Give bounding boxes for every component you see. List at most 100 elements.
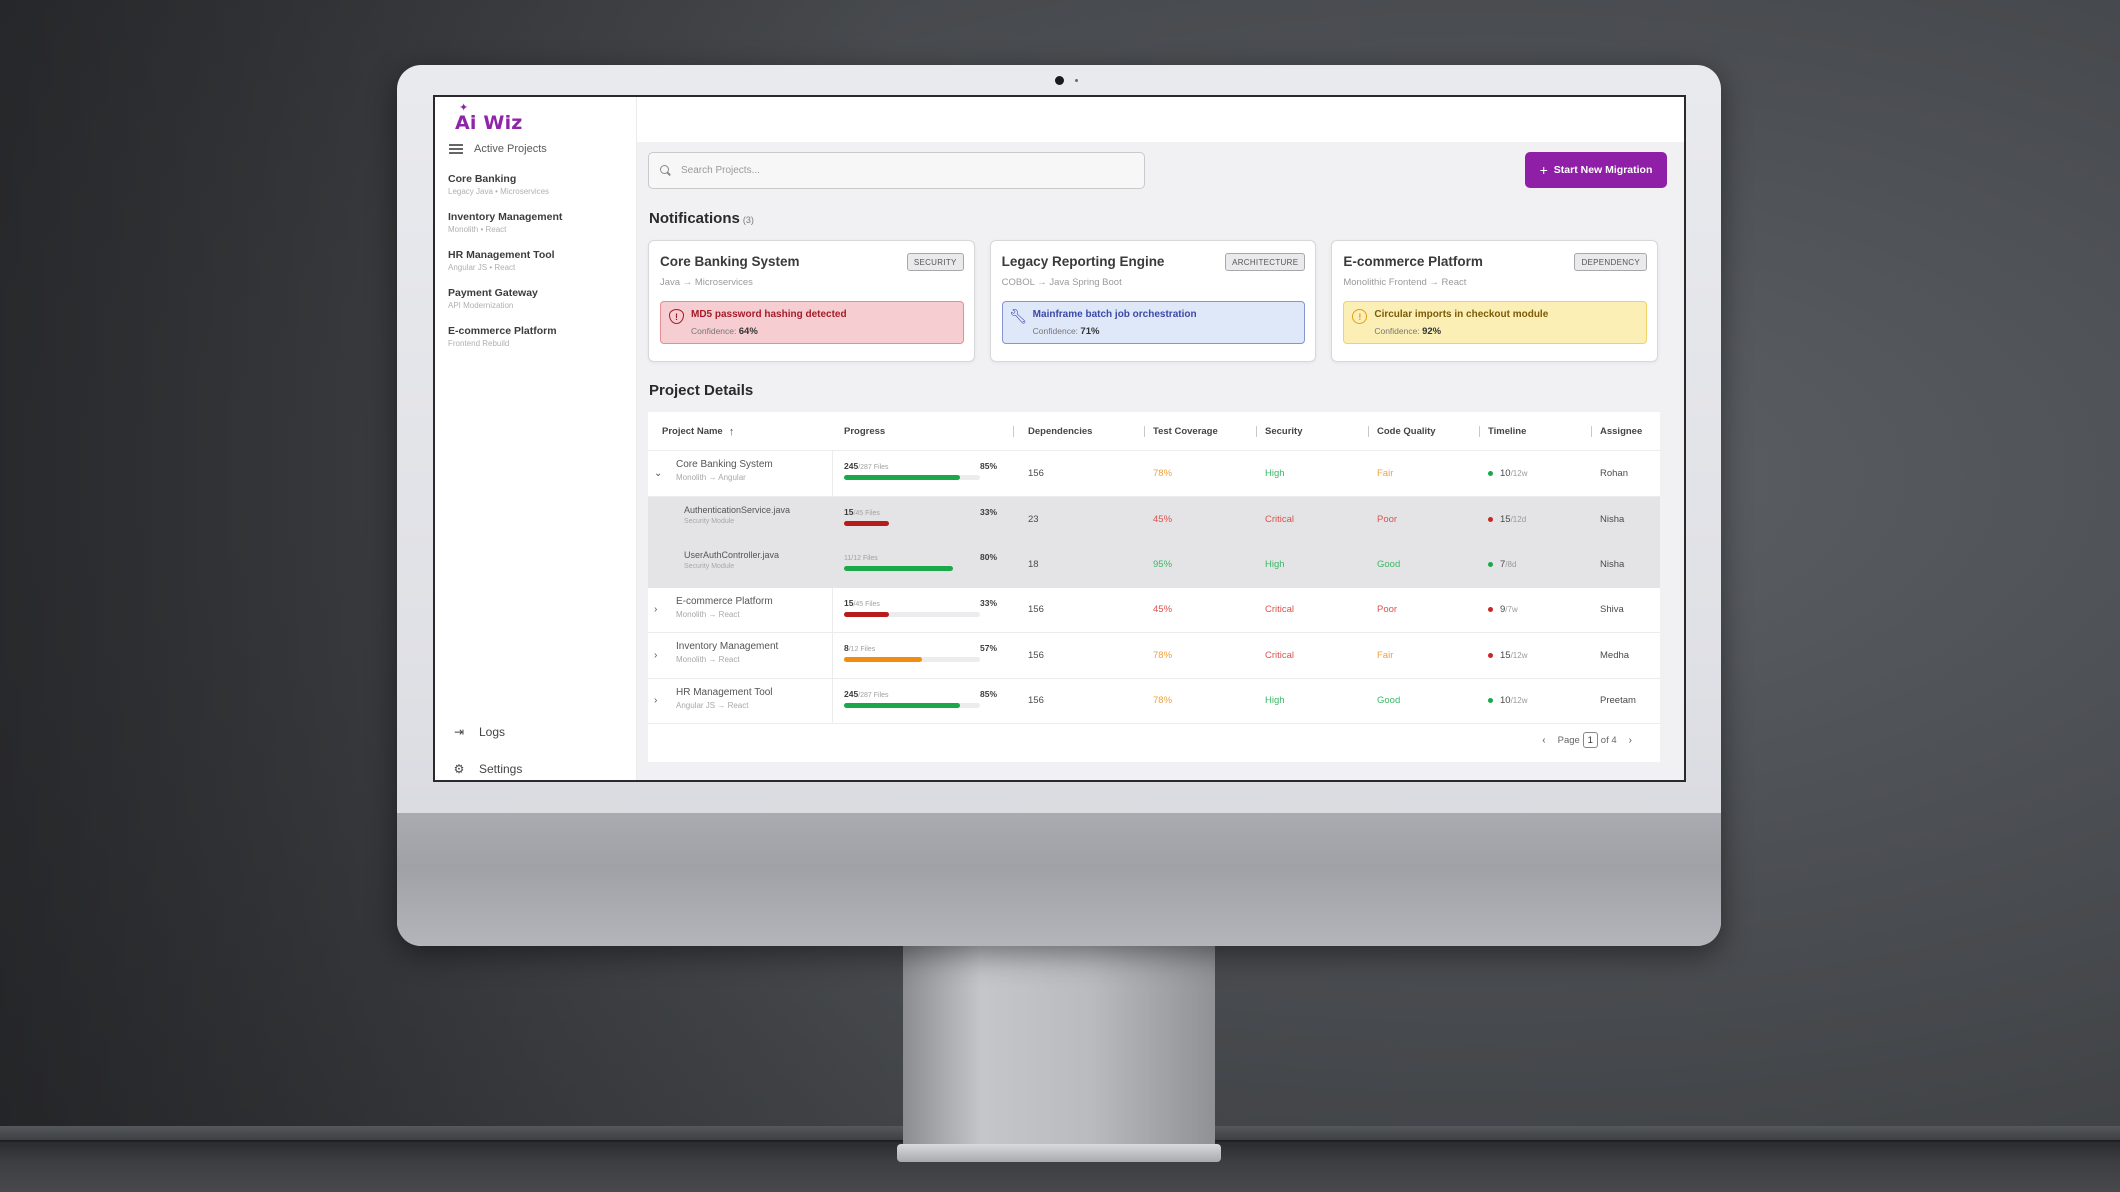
file-name-cell: UserAuthController.java Security Module: [684, 550, 780, 570]
status-dot-icon: [1488, 652, 1493, 658]
sidebar-item-label: Logs: [479, 725, 506, 739]
column-header-security[interactable]: Security: [1256, 412, 1303, 451]
assignee-cell: Shiva: [1600, 604, 1624, 616]
dependencies-cell: 156: [1028, 695, 1044, 707]
status-dot-icon: [1488, 470, 1493, 476]
status-dot-icon: [1488, 698, 1493, 704]
warning-circle-icon: !: [1352, 309, 1368, 324]
table-row[interactable]: › Inventory Management Monolith → React …: [648, 633, 1660, 679]
sidebar: ✦ Ai Wiz Active Projects Core Banking Le…: [435, 97, 637, 780]
column-header-project-name[interactable]: Project Name ↑: [662, 425, 735, 438]
sidebar-item-core-banking[interactable]: Core Banking Legacy Java • Microservices: [448, 173, 633, 211]
table-row[interactable]: › HR Management Tool Angular JS → React …: [648, 679, 1660, 724]
assignee-cell: Nisha: [1600, 513, 1625, 525]
dependencies-cell: 18: [1028, 559, 1039, 571]
status-dot-icon: [1488, 607, 1493, 613]
column-header-assignee[interactable]: Assignee: [1591, 412, 1642, 451]
card-title: E-commerce Platform: [1343, 254, 1483, 269]
chevron-right-icon[interactable]: ›: [654, 604, 658, 616]
page-number-input[interactable]: 1: [1582, 732, 1598, 748]
gear-icon: ⚙: [453, 762, 465, 776]
sidebar-item-label: Core Banking: [448, 173, 517, 185]
progress-cell: 11/12 Files 80%: [844, 552, 997, 571]
column-divider: [832, 451, 833, 724]
notification-card[interactable]: Legacy Reporting Engine COBOL → Java Spr…: [989, 240, 1317, 362]
status-dot-icon: [1488, 562, 1493, 568]
sidebar-item-inventory-management[interactable]: Inventory Management Monolith • React: [448, 211, 633, 249]
alert-confidence: Confidence: 71%: [1032, 326, 1100, 337]
sidebar-item-ecommerce-platform[interactable]: E-commerce Platform Frontend Rebuild: [448, 325, 633, 363]
sidebar-item-payment-gateway[interactable]: Payment Gateway API Modernization: [448, 287, 633, 325]
previous-page-button[interactable]: ‹: [1542, 734, 1546, 746]
progress-cell: 15/45 Files 33%: [844, 507, 997, 526]
app-name: Ai Wiz: [455, 112, 523, 134]
assignee-cell: Rohan: [1600, 467, 1628, 479]
next-page-button[interactable]: ›: [1628, 734, 1632, 746]
progress-bar: [844, 702, 980, 708]
timeline-cell: 15/12w: [1488, 650, 1527, 661]
chevron-down-icon[interactable]: ⌄: [654, 467, 663, 479]
camera-icon: [1055, 76, 1064, 85]
notifications-count: (3): [742, 215, 754, 225]
coverage-cell: 45%: [1153, 513, 1173, 525]
column-header-test-coverage[interactable]: Test Coverage: [1144, 412, 1218, 451]
dependencies-cell: 23: [1028, 513, 1039, 525]
assignee-cell: Preetam: [1600, 695, 1636, 707]
sidebar-item-settings[interactable]: ⚙ Settings: [451, 760, 523, 778]
category-badge: DEPENDENCY: [1574, 253, 1648, 271]
timeline-cell: 10/12w: [1488, 468, 1527, 479]
project-name-cell: E-commerce Platform Monolith → React: [676, 595, 773, 619]
timeline-cell: 15/12d: [1488, 514, 1526, 525]
pagination: ‹ Page 1 of 4 ›: [1530, 732, 1644, 748]
progress-cell: 8/12 Files 57%: [844, 643, 997, 662]
column-header-timeline[interactable]: Timeline: [1479, 412, 1526, 451]
column-header-dependencies[interactable]: Dependencies: [1013, 412, 1092, 451]
quality-cell: Poor: [1377, 604, 1398, 616]
security-cell: Critical: [1265, 513, 1295, 525]
chevron-right-icon[interactable]: ›: [654, 695, 658, 707]
category-badge: ARCHITECTURE: [1225, 253, 1306, 271]
sort-ascending-icon[interactable]: ↑: [728, 425, 735, 438]
table-row[interactable]: › E-commerce Platform Monolith → React 1…: [648, 588, 1660, 633]
table-header: Project Name ↑ Progress Dependencies Test…: [648, 412, 1660, 451]
search-icon: [660, 165, 671, 176]
security-cell: High: [1265, 695, 1285, 707]
search-field[interactable]: [648, 152, 1145, 189]
file-name-cell: AuthenticationService.java Security Modu…: [684, 504, 791, 525]
sidebar-item-hr-management-tool[interactable]: HR Management Tool Angular JS • React: [448, 249, 633, 287]
sidebar-item-subtitle: Monolith • React: [448, 225, 507, 234]
table-row-child[interactable]: UserAuthController.java Security Module …: [648, 542, 1660, 588]
alert-title: MD5 password hashing detected: [691, 309, 847, 320]
sidebar-item-label: HR Management Tool: [448, 249, 555, 261]
table-row[interactable]: ⌄ Core Banking System Monolith → Angular…: [648, 451, 1660, 497]
quality-cell: Fair: [1377, 467, 1394, 479]
column-header-code-quality[interactable]: Code Quality: [1368, 412, 1436, 451]
project-list: Core Banking Legacy Java • Microservices…: [448, 173, 633, 363]
card-subtitle: COBOL → Java Spring Boot: [1001, 277, 1122, 288]
coverage-cell: 78%: [1153, 649, 1173, 661]
wrench-icon: 🔧︎: [1009, 308, 1028, 324]
notification-card[interactable]: E-commerce Platform Monolithic Frontend …: [1331, 240, 1659, 362]
logs-icon: ⇥: [453, 725, 465, 739]
chevron-right-icon[interactable]: ›: [654, 649, 658, 661]
column-header-progress[interactable]: Progress: [844, 426, 886, 437]
progress-cell: 15/45 Files 33%: [844, 598, 997, 617]
notification-card[interactable]: Core Banking System Java → Microservices…: [648, 240, 975, 362]
progress-bar: [844, 566, 980, 571]
start-new-migration-button[interactable]: + Start New Migration: [1525, 152, 1667, 188]
search-input[interactable]: [681, 165, 1121, 176]
sidebar-item-label: E-commerce Platform: [448, 325, 557, 337]
hamburger-menu-icon[interactable]: [449, 144, 463, 154]
quality-cell: Fair: [1377, 649, 1394, 661]
project-name-cell: Core Banking System Monolith → Angular: [676, 459, 773, 482]
alert-box: ! MD5 password hashing detected Confiden…: [660, 301, 964, 344]
assignee-cell: Medha: [1600, 649, 1630, 661]
table-row-child[interactable]: AuthenticationService.java Security Modu…: [648, 496, 1660, 542]
top-bar: [637, 97, 1684, 142]
quality-cell: Good: [1377, 695, 1401, 707]
coverage-cell: 78%: [1153, 695, 1173, 707]
security-cell: High: [1265, 559, 1285, 571]
sidebar-item-logs[interactable]: ⇥ Logs: [451, 723, 505, 741]
alert-box: 🔧︎ Mainframe batch job orchestration Con…: [1001, 301, 1306, 344]
alert-title: Mainframe batch job orchestration: [1032, 309, 1197, 320]
